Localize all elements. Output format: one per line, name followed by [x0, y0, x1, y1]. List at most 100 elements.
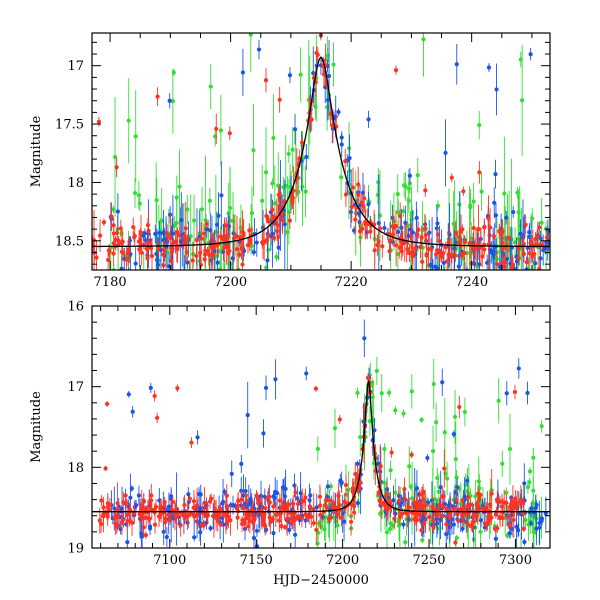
- red-data-point: [420, 491, 426, 496]
- blue-data-point: [311, 71, 316, 76]
- red-data-point: [260, 240, 265, 245]
- bottom-panel-y-tick-label: 19: [67, 542, 84, 557]
- red-data-point: [162, 247, 167, 252]
- red-data-point: [279, 204, 284, 209]
- green-data-point: [407, 181, 413, 186]
- red-data-point: [351, 489, 356, 494]
- green-data-point: [133, 134, 138, 139]
- blue-data-point: [538, 236, 543, 241]
- red-data-point: [518, 498, 523, 503]
- red-data-point: [303, 495, 308, 500]
- red-data-point: [499, 504, 505, 509]
- red-data-point: [224, 223, 229, 228]
- red-data-point: [218, 522, 223, 527]
- red-data-point: [392, 516, 397, 521]
- red-data-point: [243, 493, 248, 498]
- blue-data-point: [323, 85, 328, 90]
- green-data-point: [266, 247, 271, 253]
- green-data-point: [436, 489, 441, 494]
- blue-data-point: [525, 390, 530, 396]
- red-data-point: [237, 235, 243, 240]
- red-data-point: [402, 487, 407, 492]
- red-data-point: [430, 518, 436, 523]
- red-data-point: [471, 225, 476, 231]
- bottom-panel-frame: [91, 305, 551, 549]
- green-data-point: [387, 526, 393, 532]
- red-data-point: [478, 492, 483, 497]
- red-data-point: [407, 505, 412, 510]
- red-data-point: [337, 417, 342, 422]
- red-data-point: [119, 240, 125, 246]
- red-data-point: [453, 540, 458, 545]
- green-data-point: [387, 390, 392, 395]
- red-data-point: [189, 440, 194, 445]
- green-data-point: [271, 135, 276, 141]
- green-data-point: [531, 488, 536, 493]
- red-data-point: [500, 240, 505, 245]
- red-data-point: [296, 514, 301, 519]
- green-data-point: [516, 210, 521, 215]
- blue-data-point: [396, 229, 401, 234]
- blue-data-point: [425, 455, 430, 461]
- green-data-point: [407, 563, 411, 567]
- blue-data-point: [451, 432, 456, 437]
- top-panel-data-points: [92, 33, 550, 277]
- red-data-point: [101, 513, 106, 519]
- red-data-point: [266, 233, 271, 238]
- top-panel-x-tick-label: 7240: [455, 275, 488, 290]
- red-data-point: [439, 254, 444, 259]
- green-data-point: [497, 273, 501, 277]
- blue-data-point: [292, 483, 297, 488]
- red-data-point: [149, 507, 154, 512]
- green-data-point: [409, 210, 414, 215]
- blue-data-point: [465, 268, 470, 270]
- blue-data-point: [274, 490, 280, 496]
- top-panel-y-tick-label: 18: [67, 176, 84, 191]
- green-data-point: [270, 181, 275, 186]
- red-data-point: [511, 517, 516, 523]
- red-data-point: [375, 243, 380, 248]
- green-data-point: [454, 553, 458, 557]
- green-data-point: [393, 490, 398, 495]
- red-data-point: [422, 226, 427, 231]
- red-data-point: [330, 123, 335, 128]
- blue-data-point: [516, 366, 521, 371]
- red-data-point: [335, 511, 340, 517]
- blue-data-point: [256, 47, 262, 52]
- green-data-point: [454, 475, 459, 480]
- red-data-point: [372, 248, 377, 253]
- red-data-point: [270, 207, 275, 213]
- red-data-point: [502, 264, 507, 269]
- blue-data-point: [480, 503, 485, 509]
- blue-data-point: [195, 435, 200, 440]
- green-data-point: [191, 218, 197, 223]
- green-data-point: [199, 207, 205, 212]
- red-data-point: [424, 253, 429, 258]
- blue-data-point: [192, 535, 197, 540]
- red-data-point: [111, 241, 116, 246]
- green-data-point: [396, 210, 401, 215]
- blue-data-point: [325, 97, 330, 103]
- red-data-point: [446, 513, 452, 518]
- green-data-point: [315, 446, 320, 451]
- red-data-point: [185, 513, 190, 518]
- red-data-point: [460, 498, 465, 503]
- red-data-point: [280, 503, 286, 509]
- green-data-point: [188, 234, 193, 239]
- red-data-point: [214, 126, 219, 131]
- top-panel: 7180 7200 7220 7240 17 17.5 18 18.5 Magnitude: [29, 32, 551, 290]
- green-data-point: [112, 154, 118, 160]
- red-data-point: [277, 518, 282, 523]
- green-data-point: [421, 37, 426, 42]
- red-data-point: [400, 511, 405, 516]
- blue-data-point: [208, 526, 213, 531]
- red-data-point: [307, 504, 312, 509]
- red-data-point: [111, 231, 116, 236]
- red-data-point: [183, 226, 188, 231]
- red-data-point: [194, 238, 199, 243]
- green-data-point: [313, 104, 318, 110]
- red-data-point: [225, 234, 230, 239]
- green-data-point: [530, 514, 535, 519]
- red-data-point: [123, 493, 128, 498]
